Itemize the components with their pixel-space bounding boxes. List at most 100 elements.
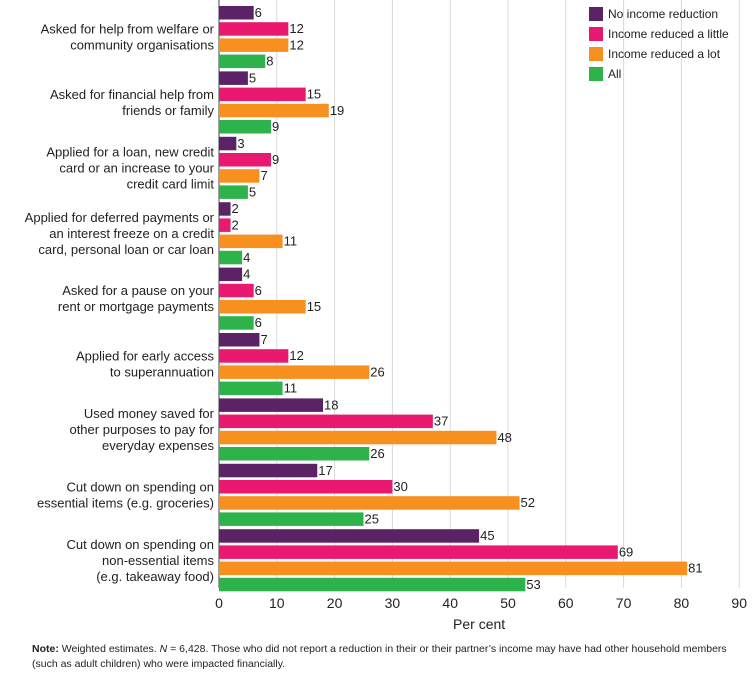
data-label: 11 (284, 234, 298, 249)
chart-note: Note: Weighted estimates. N = 6,428. Tho… (32, 642, 747, 672)
bar-chart: 6121285151993975221144615671226111837482… (25, 0, 747, 632)
bar (219, 480, 393, 494)
bar (219, 414, 433, 429)
category-labels: Asked for help from welfare or community … (25, 22, 215, 584)
data-label: 69 (619, 544, 633, 559)
note-text-after: = 6,428. Those who did not report a redu… (32, 643, 727, 670)
bar (219, 169, 260, 183)
x-axis-ticks: 0 10 20 30 40 50 60 70 80 90 (215, 595, 747, 611)
bar (219, 87, 306, 102)
bar (219, 349, 289, 363)
legend-swatch (589, 47, 603, 61)
data-label: 45 (480, 528, 494, 543)
category-label: Applied for deferred payments or an inter… (25, 210, 215, 257)
x-tick-label: 30 (385, 595, 401, 611)
data-label: 3 (237, 136, 244, 151)
bar (219, 22, 289, 36)
bar (219, 120, 272, 134)
x-tick-label: 60 (558, 595, 574, 611)
bar (219, 333, 260, 347)
data-label: 12 (289, 37, 303, 52)
legend-entry: Income reduced a little (608, 27, 729, 41)
bar (219, 430, 497, 445)
bar (219, 577, 526, 592)
data-label: 2 (232, 201, 239, 216)
x-axis-title: Per cent (453, 616, 505, 632)
data-label: 18 (324, 397, 338, 412)
data-label: 7 (260, 332, 267, 347)
data-label: 17 (318, 463, 332, 478)
bar (219, 54, 266, 69)
bar (219, 38, 289, 52)
bar (219, 283, 254, 298)
bar (219, 71, 248, 85)
bar (219, 512, 364, 526)
data-label: 53 (526, 577, 540, 592)
category-label: Applied for a loan, new credit card or an… (46, 144, 214, 191)
bar (219, 447, 370, 461)
bar (219, 365, 370, 379)
data-label: 8 (266, 54, 273, 69)
data-label: 26 (370, 446, 384, 461)
data-label: 30 (393, 479, 407, 494)
category-label: Cut down on spending on essential items (… (37, 479, 214, 510)
data-label: 5 (249, 70, 256, 85)
legend-entry: Income reduced a lot (608, 47, 721, 61)
category-label: Asked for help from welfare or community … (41, 22, 215, 53)
note-text-before: Weighted estimates. (58, 643, 160, 655)
x-tick-label: 0 (215, 595, 223, 611)
category-label: Applied for early access to superannuatio… (76, 349, 215, 380)
data-label: 6 (255, 283, 262, 298)
data-label: 48 (497, 430, 511, 445)
legend-swatch (589, 7, 603, 21)
data-label: 2 (232, 217, 239, 232)
x-tick-label: 10 (269, 595, 285, 611)
category-label: Asked for a pause on your rent or mortgag… (58, 283, 215, 314)
legend: No income reduction Income reduced a litt… (589, 7, 729, 81)
legend-swatch (589, 27, 603, 41)
legend-swatch (589, 67, 603, 81)
bar (219, 234, 283, 249)
data-label: 4 (243, 267, 250, 282)
bar (219, 545, 618, 559)
bar (219, 381, 283, 396)
bar (219, 316, 254, 330)
bar (219, 529, 480, 543)
bar (219, 496, 520, 510)
data-label: 19 (330, 103, 344, 118)
bar (219, 202, 231, 216)
data-label: 12 (289, 21, 303, 36)
bar (219, 561, 688, 576)
data-label: 4 (243, 250, 250, 265)
data-label: 12 (289, 348, 303, 363)
bar (219, 103, 329, 118)
data-label: 9 (272, 152, 279, 167)
data-label: 7 (260, 168, 267, 183)
bar (219, 398, 324, 412)
bar (219, 6, 254, 20)
category-label: Asked for financial help from friends or … (50, 87, 215, 118)
bar (219, 267, 243, 282)
bar (219, 250, 243, 265)
bar (219, 153, 272, 167)
x-tick-label: 40 (442, 595, 458, 611)
legend-entry: All (608, 67, 621, 81)
x-tick-label: 90 (731, 595, 747, 611)
x-tick-label: 50 (500, 595, 516, 611)
data-label: 9 (272, 119, 279, 134)
legend-entry: No income reduction (608, 7, 718, 21)
bar (219, 300, 306, 314)
category-label: Cut down on spending on non-essential ite… (67, 537, 215, 584)
data-label: 6 (255, 315, 262, 330)
bars: 6121285151993975221144615671226111837482… (219, 5, 703, 592)
data-label: 5 (249, 184, 256, 199)
data-label: 52 (521, 495, 535, 510)
data-label: 25 (365, 511, 379, 526)
data-label: 11 (284, 381, 298, 396)
data-label: 15 (307, 299, 321, 314)
data-label: 81 (688, 561, 702, 576)
data-label: 15 (307, 87, 321, 102)
data-label: 26 (370, 364, 384, 379)
x-tick-label: 20 (327, 595, 343, 611)
category-label: Used money saved for other purposes to pa… (69, 406, 214, 453)
